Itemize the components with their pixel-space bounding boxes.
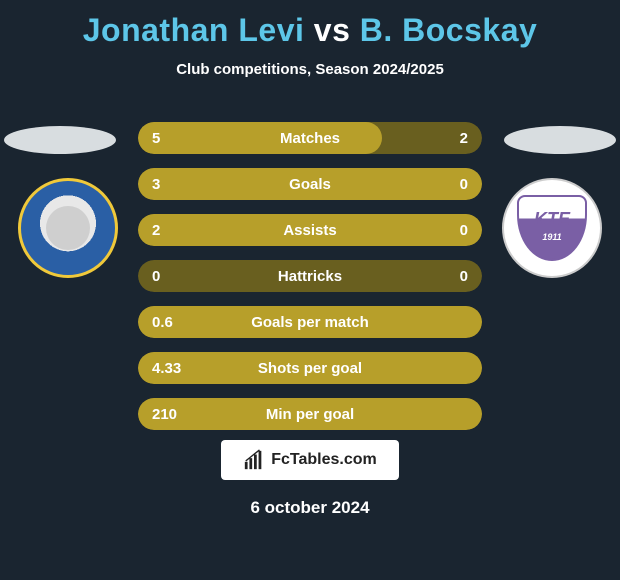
badge-right-year: 1911 (542, 232, 561, 242)
stat-label: Goals (138, 176, 482, 193)
chart-icon (243, 449, 265, 471)
comparison-title: Jonathan Levi vs B. Bocskay (0, 0, 620, 49)
brand-text: FcTables.com (271, 451, 377, 469)
stat-label: Matches (138, 130, 482, 147)
stat-row: 0.6Goals per match (138, 306, 482, 338)
stat-row: 20Assists (138, 214, 482, 246)
stat-label: Assists (138, 222, 482, 239)
player1-name: Jonathan Levi (83, 12, 305, 48)
stat-row: 52Matches (138, 122, 482, 154)
stat-label: Min per goal (138, 406, 482, 423)
footer-date: 6 october 2024 (0, 498, 620, 518)
stat-label: Shots per goal (138, 360, 482, 377)
subtitle: Club competitions, Season 2024/2025 (0, 61, 620, 78)
fctables-brand: FcTables.com (221, 440, 399, 480)
stat-row: 30Goals (138, 168, 482, 200)
player2-name: B. Bocskay (360, 12, 538, 48)
stat-label: Hattricks (138, 268, 482, 285)
ellipse-shadow-right (504, 126, 616, 154)
stat-row: 4.33Shots per goal (138, 352, 482, 384)
club-badge-right: KTE 1911 (502, 178, 602, 278)
badge-left-portrait (46, 206, 90, 250)
stat-bars: 52Matches 30Goals 20Assists 00Hattricks 0.6G… (138, 122, 482, 444)
club-badge-left (18, 178, 118, 278)
vs-text: vs (314, 12, 351, 48)
stat-label: Goals per match (138, 314, 482, 331)
badge-right-shield: KTE 1911 (517, 195, 587, 261)
ellipse-shadow-left (4, 126, 116, 154)
badge-right-text: KTE (534, 209, 570, 230)
stat-row: 210Min per goal (138, 398, 482, 430)
stat-row: 00Hattricks (138, 260, 482, 292)
